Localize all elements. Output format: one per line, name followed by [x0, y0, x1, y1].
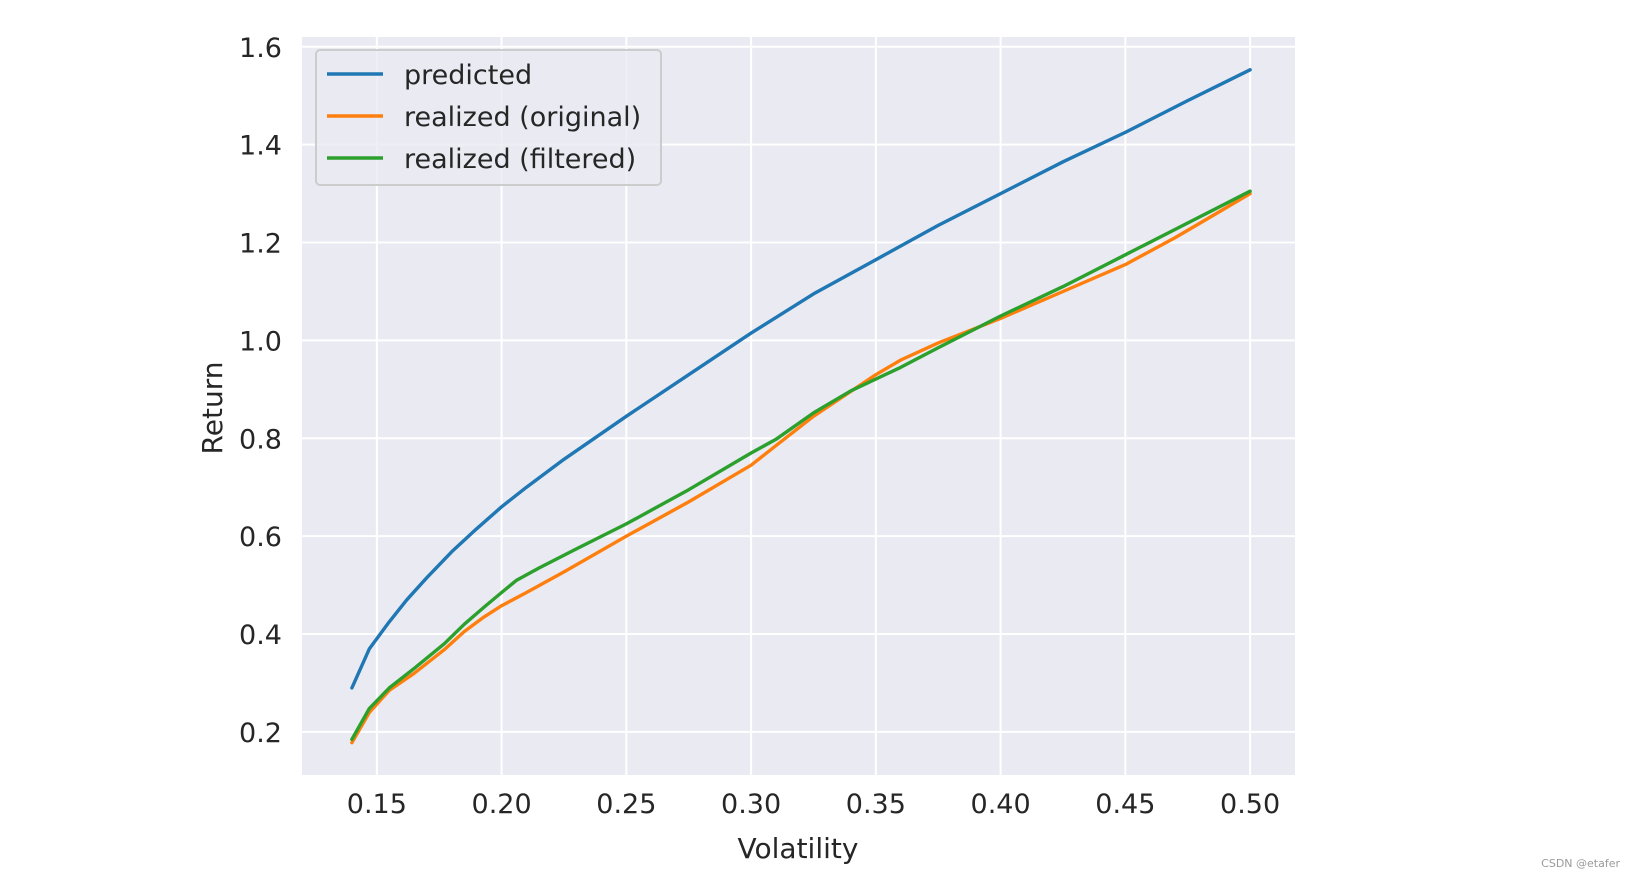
x-tick-label: 0.40 — [971, 789, 1031, 820]
series-line-1 — [350, 68, 1252, 690]
y-tick-label: 0.8 — [239, 424, 282, 455]
series-line-2 — [350, 191, 1252, 745]
series-lines — [350, 68, 1252, 745]
watermark: CSDN @etafer — [1541, 857, 1620, 870]
series-line-3 — [350, 189, 1252, 741]
x-tick-label: 0.45 — [1095, 789, 1155, 820]
y-tick-label: 1.6 — [239, 33, 282, 64]
y-tick-label: 0.4 — [239, 620, 282, 651]
x-tick-label: 0.25 — [596, 789, 656, 820]
legend-label: realized (original) — [404, 102, 641, 133]
legend-label: realized (filtered) — [404, 144, 636, 175]
x-tick-label: 0.15 — [347, 789, 407, 820]
x-tick-label: 0.50 — [1220, 789, 1280, 820]
y-tick-label: 1.4 — [239, 131, 282, 162]
y-tick-label: 1.0 — [239, 326, 282, 357]
x-tick-label: 0.20 — [472, 789, 532, 820]
legend-label: predicted — [404, 60, 532, 91]
x-tick-label: 0.30 — [721, 789, 781, 820]
x-tick-label: 0.35 — [846, 789, 906, 820]
x-axis-label: Volatility — [738, 832, 859, 865]
y-tick-labels: 0.2 0.4 0.6 0.8 1.0 1.2 1.4 1.6 — [239, 33, 282, 749]
y-tick-label: 1.2 — [239, 229, 282, 260]
x-tick-labels: 0.15 0.20 0.25 0.30 0.35 0.40 0.45 0.50 — [347, 789, 1280, 820]
y-tick-label: 0.2 — [239, 718, 282, 749]
y-tick-label: 0.6 — [239, 522, 282, 553]
legend: predicted realized (original) realized (fi… — [315, 49, 662, 186]
legend-box — [315, 49, 662, 186]
y-axis-label: Return — [196, 362, 229, 455]
